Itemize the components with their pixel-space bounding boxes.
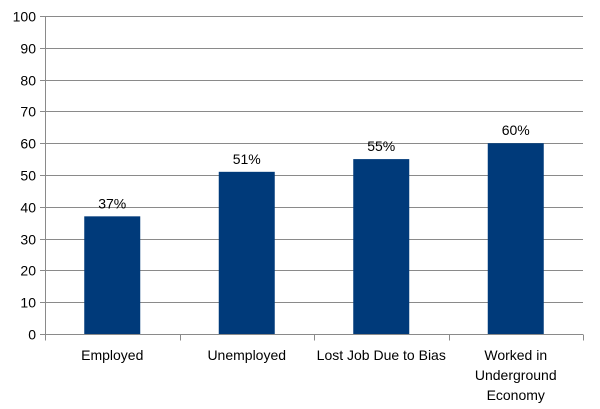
y-tick-labels: 0 10 20 30 40 50 60 70 80 90 100 (13, 9, 37, 343)
y-tick-label: 20 (20, 263, 36, 279)
y-tick-label: 40 (20, 200, 36, 216)
y-tick-label: 50 (20, 168, 36, 184)
axes (40, 16, 584, 341)
y-tick-label: 30 (20, 232, 36, 248)
y-tick-label: 100 (13, 9, 37, 25)
y-tick-label: 10 (20, 295, 36, 311)
y-tick-label: 90 (20, 41, 36, 57)
data-label: 55% (367, 138, 395, 154)
category-label: Employed (81, 347, 143, 363)
y-tick-label: 60 (20, 136, 36, 152)
category-labels: Employed Unemployed Lost Job Due to Bias Wo… (81, 347, 557, 403)
data-label: 51% (233, 151, 261, 167)
bar (487, 143, 544, 334)
category-label: Worked in Underground Economy (475, 347, 557, 403)
bars (84, 143, 544, 334)
data-labels: 37% 51% 55% 60% (98, 122, 530, 211)
bar (84, 216, 141, 334)
bar (218, 171, 275, 334)
y-tick-label: 0 (28, 327, 36, 343)
category-label: Unemployed (207, 347, 286, 363)
bar (353, 159, 410, 334)
data-label: 37% (98, 195, 126, 211)
data-label: 60% (502, 122, 530, 138)
y-tick-label: 70 (20, 104, 36, 120)
category-label: Lost Job Due to Bias (317, 347, 446, 363)
y-tick-label: 80 (20, 73, 36, 89)
